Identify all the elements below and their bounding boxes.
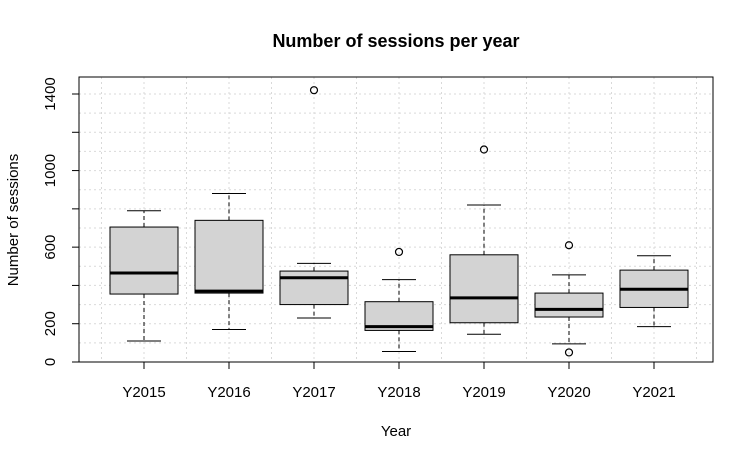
axes: Y2015 Y2016 Y2017 Y2018 Y2019 Y2020 Y2021 0 200 6… [42, 77, 676, 401]
box-y2015 [109, 226, 179, 295]
box-y2016 [194, 219, 264, 294]
y-tick-label: 0 [42, 358, 59, 366]
x-tick-label-y2020: Y2020 [547, 384, 590, 401]
outlier-y2018 [394, 247, 404, 257]
y-tick-label: 1400 [42, 77, 59, 110]
y-axis-label: Number of sessions [5, 154, 22, 287]
x-tick-label-y2017: Y2017 [292, 384, 335, 401]
y-tick-label: 600 [42, 235, 59, 260]
plot-frame [78, 76, 714, 363]
y-tick-label: 200 [42, 311, 59, 336]
chart-title: Number of sessions per year [272, 31, 519, 51]
box-y2020 [534, 292, 604, 318]
y-tick-label: 1000 [42, 154, 59, 187]
x-tick-label-y2019: Y2019 [462, 384, 505, 401]
x-tick-label-y2016: Y2016 [207, 384, 250, 401]
outlier-y2019 [479, 145, 489, 154]
box-y2017 [279, 270, 349, 306]
grid-lines [79, 77, 713, 363]
x-axis-label: Year [381, 423, 411, 440]
boxes [109, 86, 689, 357]
outlier-y2017 [309, 86, 319, 95]
x-tick-label-y2021: Y2021 [632, 384, 675, 401]
x-tick-label-y2015: Y2015 [122, 384, 165, 401]
outlier-y2020 [564, 241, 574, 250]
box-y2019 [449, 254, 519, 324]
x-tick-label-y2018: Y2018 [377, 384, 420, 401]
outlier-y2020 [564, 348, 574, 357]
